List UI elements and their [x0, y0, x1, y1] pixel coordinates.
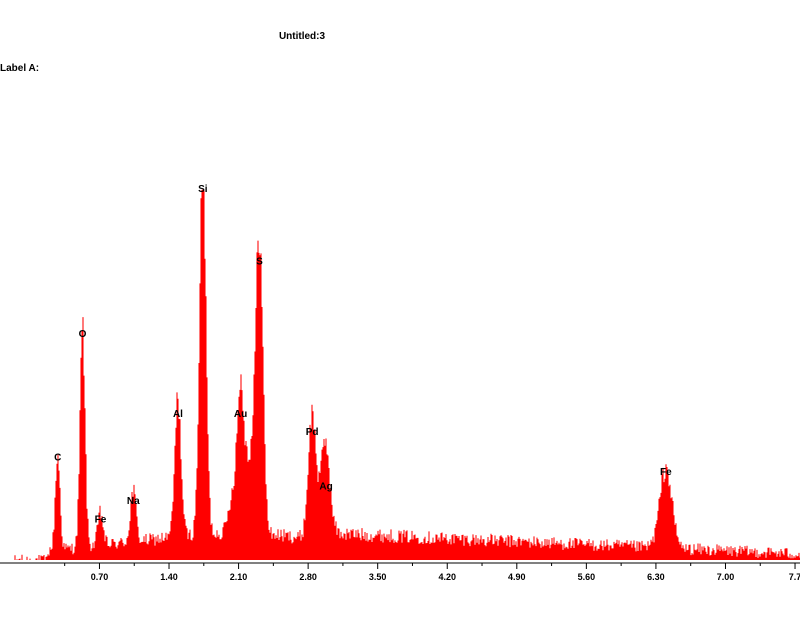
- x-axis-ticks: 0.70 1.40 2.10 2.80 3.50 4.20 4.90 5.60 6.30 7.00…: [64, 563, 800, 582]
- peak-label-au: Au: [234, 409, 247, 420]
- x-tick-label: 2.10: [230, 572, 248, 582]
- peak-label-fe: Fe: [95, 514, 107, 525]
- peak-label-si: Si: [198, 184, 208, 195]
- peak-label-s: S: [256, 257, 263, 268]
- peak-label-na: Na: [127, 496, 140, 507]
- peak-label-fe: Fe: [660, 467, 672, 478]
- x-tick-label: 5.60: [578, 572, 596, 582]
- peak-label-o: O: [79, 329, 87, 340]
- label-a: Label A:: [0, 63, 40, 74]
- x-tick-label: 0.70: [91, 572, 109, 582]
- x-tick-label: 2.80: [299, 572, 317, 582]
- peak-label-pd: Pd: [306, 427, 319, 438]
- peak-label-c: C: [54, 453, 61, 464]
- x-tick-label: 1.40: [160, 572, 178, 582]
- peak-label-ag: Ag: [319, 482, 332, 493]
- spectrum-bars: [14, 189, 800, 560]
- x-tick-label: 7.7: [789, 572, 800, 582]
- x-tick-label: 7.00: [717, 572, 735, 582]
- spectrum-area: [14, 189, 800, 560]
- x-tick-label: 6.30: [647, 572, 665, 582]
- chart-title: Untitled:3: [278, 31, 326, 42]
- x-tick-label: 4.20: [438, 572, 456, 582]
- x-tick-label: 3.50: [369, 572, 387, 582]
- peak-labels: C O Fe Na Al Si Au S Pd Ag Fe: [54, 184, 672, 525]
- peak-label-al: Al: [173, 409, 183, 420]
- x-tick-label: 4.90: [508, 572, 526, 582]
